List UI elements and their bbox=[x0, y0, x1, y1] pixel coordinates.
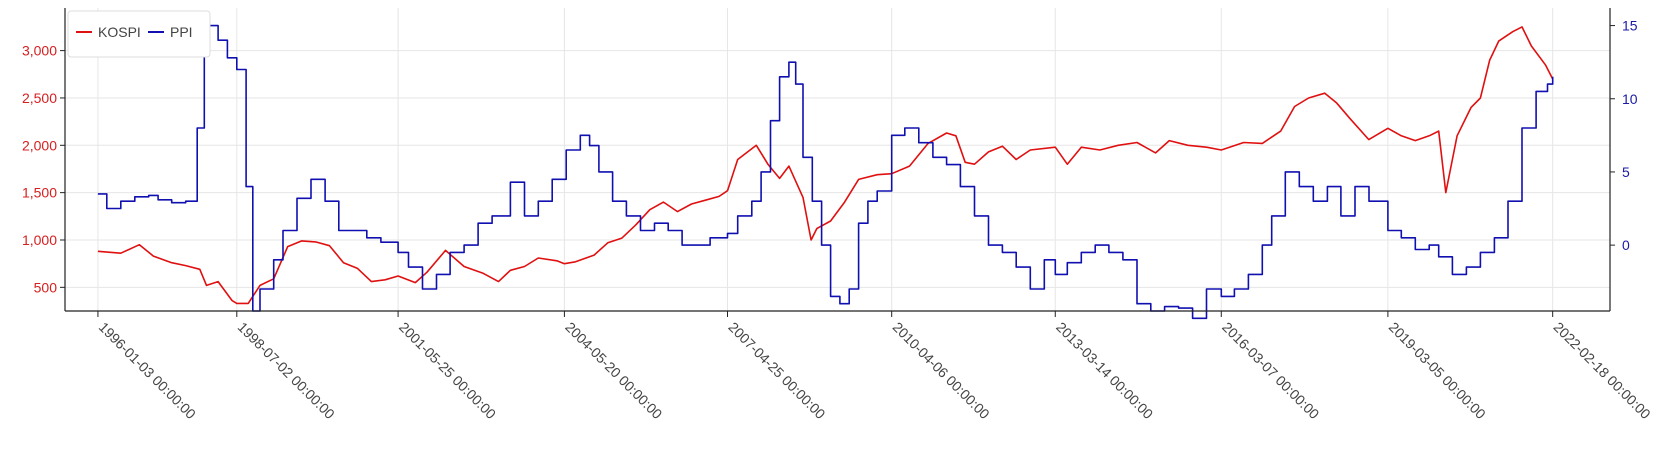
axes: 500 1,000 1,500 2,000 2,500 3,000 0 5 10 15 1996-0… bbox=[22, 8, 1654, 422]
right-y-tick-label: 0 bbox=[1622, 237, 1630, 253]
x-tick-label: 2004-05-20 00:00:00 bbox=[562, 319, 665, 422]
left-y-tick-label: 1,000 bbox=[22, 232, 57, 248]
x-tick-label: 2016-03-07 00:00:00 bbox=[1219, 319, 1322, 422]
right-y-tick-label: 10 bbox=[1622, 91, 1638, 107]
right-y-tick-label: 5 bbox=[1622, 164, 1630, 180]
x-tick-label: 2007-04-25 00:00:00 bbox=[725, 319, 828, 422]
x-tick-label: 2010-04-06 00:00:00 bbox=[890, 319, 993, 422]
legend-label-ppi: PPI bbox=[170, 24, 193, 40]
x-tick-label: 2013-03-14 00:00:00 bbox=[1053, 319, 1156, 422]
left-y-tick-label: 1,500 bbox=[22, 185, 57, 201]
x-tick-label: 1998-07-02 00:00:00 bbox=[235, 319, 338, 422]
left-y-tick-label: 3,000 bbox=[22, 43, 57, 59]
legend-label-kospi: KOSPI bbox=[98, 24, 141, 40]
left-y-tick-label: 500 bbox=[34, 279, 58, 295]
legend-box bbox=[67, 10, 211, 58]
x-tick-label: 2022-02-18 00:00:00 bbox=[1551, 319, 1654, 422]
series-lines bbox=[97, 20, 1554, 320]
x-tick-label: 2001-05-25 00:00:00 bbox=[396, 319, 499, 422]
legend: KOSPI PPI bbox=[67, 10, 211, 58]
left-y-tick-label: 2,500 bbox=[22, 90, 57, 106]
x-tick-label: 1996-01-03 00:00:00 bbox=[96, 319, 199, 422]
kospi-series-line bbox=[97, 26, 1554, 305]
x-tick-label: 2019-03-05 00:00:00 bbox=[1386, 319, 1489, 422]
grid-lines bbox=[65, 8, 1610, 311]
left-y-tick-label: 2,000 bbox=[22, 137, 57, 153]
ppi-series-line bbox=[97, 20, 1554, 320]
right-y-tick-label: 15 bbox=[1622, 18, 1638, 34]
